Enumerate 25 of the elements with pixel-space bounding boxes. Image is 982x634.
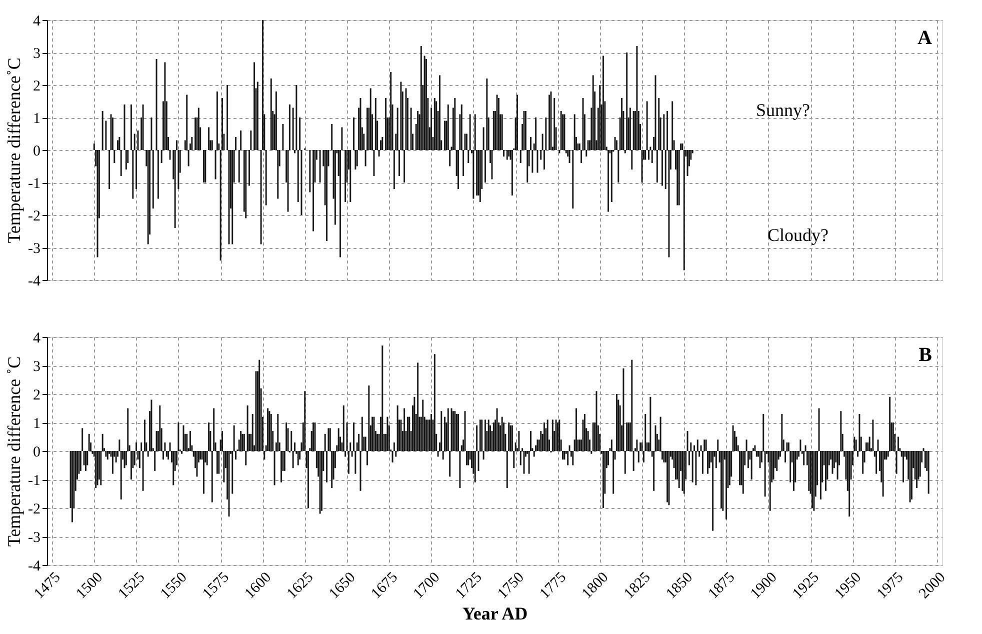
y-tick-label: 1 bbox=[33, 111, 40, 127]
y-tick-label: 2 bbox=[33, 388, 40, 404]
y-tick-label: 2 bbox=[33, 78, 40, 94]
y-tick-label: 0 bbox=[33, 144, 40, 160]
y-axis-title: Temperature difference ˚C bbox=[4, 356, 24, 547]
annotation: B bbox=[918, 344, 932, 366]
y-tick-label: -3 bbox=[28, 241, 40, 257]
x-axis-title: Year AD bbox=[462, 603, 528, 624]
y-tick-label: 0 bbox=[33, 444, 40, 460]
y-tick-label: 1 bbox=[33, 416, 40, 432]
y-tick-label: 4 bbox=[33, 14, 41, 30]
y-tick-label: -3 bbox=[28, 530, 40, 546]
y-tick-label: -1 bbox=[28, 473, 40, 489]
annotation: A bbox=[918, 27, 933, 49]
annotation: Sunny? bbox=[756, 100, 810, 120]
y-tick-label: -2 bbox=[28, 502, 40, 518]
y-tick-label: 3 bbox=[33, 46, 40, 62]
y-tick-label: -4 bbox=[28, 558, 41, 574]
y-tick-label: -1 bbox=[28, 176, 40, 192]
y-tick-label: 3 bbox=[33, 359, 40, 375]
y-tick-label: 4 bbox=[33, 330, 41, 346]
annotation: Cloudy? bbox=[768, 225, 829, 245]
y-axis-title: Temperature difference˚C bbox=[4, 58, 24, 244]
y-tick-label: -4 bbox=[28, 274, 41, 290]
y-tick-label: -2 bbox=[28, 208, 40, 224]
